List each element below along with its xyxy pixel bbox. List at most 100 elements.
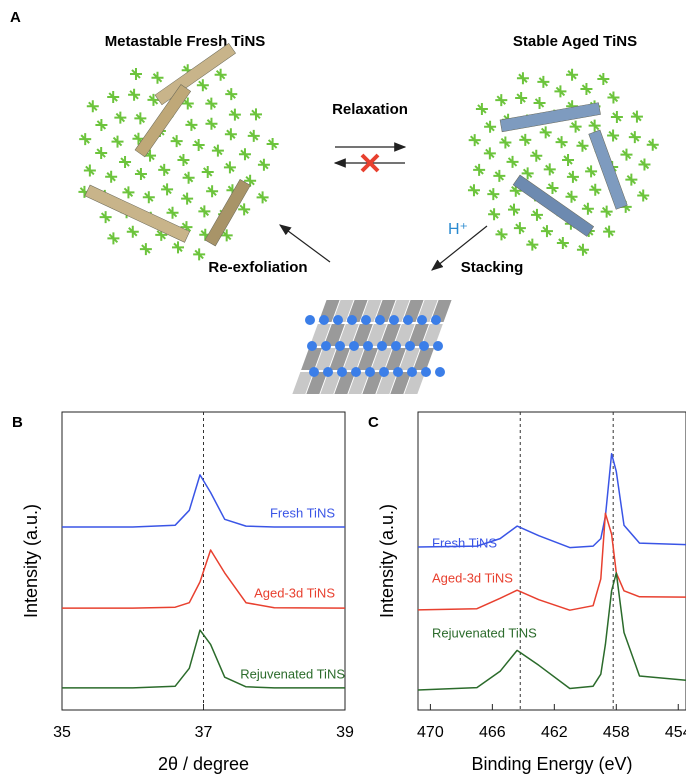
molecule xyxy=(519,134,531,146)
molecule xyxy=(122,186,134,198)
molecule xyxy=(181,193,193,205)
molecule xyxy=(607,130,619,142)
molecule xyxy=(629,131,641,143)
molecule xyxy=(177,154,189,166)
molecule xyxy=(158,164,170,176)
plot-frame xyxy=(418,412,686,710)
molecule xyxy=(127,226,139,238)
molecule xyxy=(205,118,217,130)
molecule xyxy=(546,182,558,194)
molecule xyxy=(566,69,578,81)
molecule xyxy=(225,88,237,100)
molecule xyxy=(185,119,197,131)
series-line xyxy=(418,513,686,610)
x-tick-label: 466 xyxy=(479,724,506,741)
molecule xyxy=(582,203,594,215)
ion xyxy=(337,367,347,377)
molecule xyxy=(484,147,496,159)
molecule xyxy=(119,156,131,168)
molecule xyxy=(239,148,251,160)
molecule xyxy=(473,164,485,176)
molecule xyxy=(100,211,112,223)
arrow-label: Re-exfoliation xyxy=(208,259,307,276)
molecule xyxy=(495,94,507,106)
molecule xyxy=(589,120,601,132)
molecule xyxy=(198,205,210,217)
molecule xyxy=(517,72,529,84)
molecule xyxy=(87,100,99,112)
molecule xyxy=(128,89,140,101)
molecule xyxy=(556,136,568,148)
molecule xyxy=(514,222,526,234)
molecule xyxy=(202,166,214,178)
ion xyxy=(365,367,375,377)
x-axis-label: 2θ / degree xyxy=(158,754,249,774)
molecule xyxy=(570,121,582,133)
x-tick-label: 458 xyxy=(603,724,630,741)
molecule xyxy=(469,134,481,146)
molecule xyxy=(267,138,279,150)
ion xyxy=(309,367,319,377)
molecule xyxy=(224,161,236,173)
ion xyxy=(377,341,387,351)
molecule xyxy=(476,103,488,115)
molecule xyxy=(135,168,147,180)
molecule xyxy=(84,164,96,176)
molecule xyxy=(172,241,184,253)
molecule xyxy=(562,154,574,166)
ion xyxy=(319,315,329,325)
molecule xyxy=(143,191,155,203)
molecule xyxy=(193,248,205,260)
ion xyxy=(305,315,315,325)
ion xyxy=(417,315,427,325)
ion xyxy=(403,315,413,325)
arrow xyxy=(280,225,330,262)
molecule xyxy=(631,111,643,123)
ion xyxy=(349,341,359,351)
ion xyxy=(407,367,417,377)
right-title: Stable Aged TiNS xyxy=(513,33,637,50)
molecule xyxy=(238,203,250,215)
molecule xyxy=(140,243,152,255)
molecule xyxy=(541,225,553,237)
x-tick-label: 470 xyxy=(417,724,444,741)
molecule xyxy=(484,121,496,133)
molecule xyxy=(225,128,237,140)
series-label: Fresh TiNS xyxy=(270,505,335,520)
x-axis-label: Binding Energy (eV) xyxy=(471,754,632,774)
arrow-label: Stacking xyxy=(461,259,524,276)
molecule xyxy=(488,208,500,220)
y-axis-label: Intensity (a.u.) xyxy=(377,504,397,618)
molecule xyxy=(499,137,511,149)
molecule xyxy=(515,92,527,104)
molecule xyxy=(620,149,632,161)
nanosheet xyxy=(500,103,601,132)
molecule xyxy=(107,91,119,103)
molecule xyxy=(171,135,183,147)
molecule xyxy=(161,183,173,195)
molecule xyxy=(507,156,519,168)
ion xyxy=(307,341,317,351)
molecule xyxy=(540,126,552,138)
molecule xyxy=(589,184,601,196)
ion xyxy=(363,341,373,351)
molecule xyxy=(537,76,549,88)
molecule xyxy=(105,171,117,183)
nanosheet xyxy=(589,130,628,209)
molecule xyxy=(557,237,569,249)
molecule xyxy=(531,209,543,221)
series-label: Fresh TiNS xyxy=(432,535,497,550)
molecule xyxy=(508,204,520,216)
molecule xyxy=(250,108,262,120)
ion xyxy=(433,341,443,351)
molecule xyxy=(526,239,538,251)
series-label: Rejuvenated TiNS xyxy=(432,625,537,640)
series-label: Aged-3d TiNS xyxy=(254,585,335,600)
molecule xyxy=(493,170,505,182)
molecule xyxy=(167,207,179,219)
arrow-label: Relaxation xyxy=(332,101,408,118)
proton-label: H⁺ xyxy=(448,221,468,238)
molecule xyxy=(257,191,269,203)
molecule xyxy=(151,72,163,84)
molecule xyxy=(607,91,619,103)
